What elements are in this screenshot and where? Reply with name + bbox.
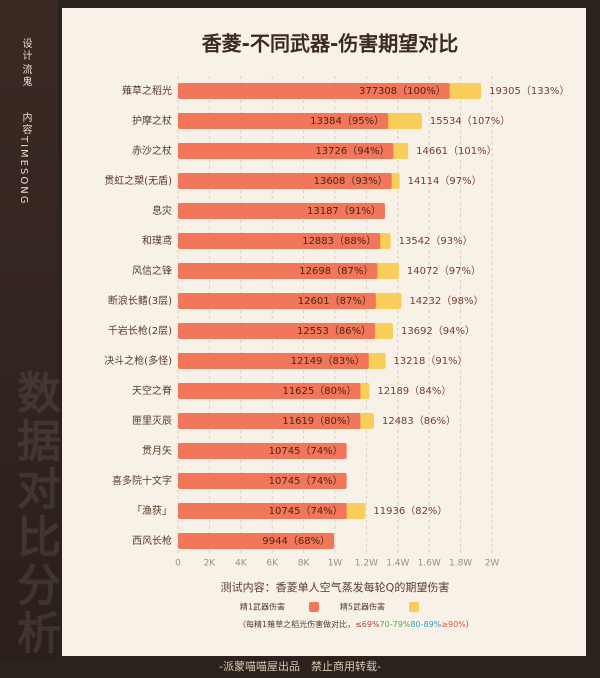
legend-note-part: ≥90% — [441, 620, 466, 629]
x-tick-label: 4K — [235, 559, 248, 569]
y-tick-label: 匣里灭辰 — [132, 415, 172, 427]
bar — [178, 323, 376, 339]
y-tick-label: 息灾 — [152, 204, 172, 217]
bar — [178, 443, 347, 459]
design-label: 设计 — [20, 38, 31, 62]
bar — [178, 413, 361, 429]
value-label: 11936（82%） — [373, 505, 447, 517]
value-label: 14232（98%） — [409, 295, 483, 307]
value-label: 12601（87%） — [298, 295, 372, 307]
value-label: 377308（100%） — [359, 85, 446, 97]
value-label: 10745（74%） — [269, 505, 343, 517]
y-tick-label: 千岩长枪(2层) — [108, 324, 172, 337]
y-tick-label: 天空之脊 — [132, 384, 172, 397]
y-tick-label: 护摩之杖 — [132, 114, 172, 127]
bar — [178, 503, 347, 519]
value-label: 12149（83%） — [291, 355, 365, 367]
bar — [178, 353, 369, 369]
content-label: 内容 — [20, 112, 31, 136]
note: 测试内容：香菱单人空气蒸发每轮Q的期望伤害 — [221, 580, 450, 594]
chart-title: 香菱-不同武器-伤害期望对比 — [202, 32, 459, 56]
x-tick-label: 8K — [298, 559, 311, 569]
value-label: 19305（133%） — [489, 85, 569, 97]
watermark: 数据对比分析 — [9, 370, 60, 658]
legend-label: 精5武器伤害 — [340, 602, 385, 612]
bar — [178, 203, 386, 219]
value-label: 11625（80%） — [282, 385, 356, 397]
legend-note-part: 80-89% — [410, 620, 441, 629]
value-label: 14072（97%） — [407, 265, 481, 277]
value-label: 13692（94%） — [401, 325, 475, 337]
value-label: 13542（93%） — [399, 235, 473, 247]
legend-note: （每精1薙草之稻光伤害做对比，≤69%70-79%80-89%≥90%） — [238, 619, 474, 629]
value-label: 12698（87%） — [299, 265, 373, 277]
value-label: 12483（86%） — [382, 415, 456, 427]
value-label: 14661（101%） — [416, 145, 496, 157]
bar — [178, 473, 347, 489]
x-tick-label: 6K — [266, 559, 279, 569]
bar — [178, 233, 381, 249]
value-label: 13187（91%） — [307, 205, 381, 217]
x-tick-label: 1.6W — [418, 559, 441, 569]
y-tick-label: 薙草之稻光 — [122, 84, 172, 97]
value-label: 10745（74%） — [269, 475, 343, 487]
x-tick-label: 1W — [328, 559, 343, 569]
y-tick-label: 「渔获」 — [132, 505, 172, 517]
x-tick-label: 2K — [204, 559, 217, 569]
x-tick-label: 0 — [175, 559, 181, 569]
value-label: 13218（91%） — [394, 355, 468, 367]
value-label: 14114（97%） — [408, 175, 482, 187]
x-tick-label: 1.8W — [449, 559, 472, 569]
designer: 流鬼 — [20, 64, 31, 88]
bar — [178, 263, 378, 279]
value-label: 12189（84%） — [377, 385, 451, 397]
bar — [178, 83, 450, 99]
y-tick-label: 西风长枪 — [132, 534, 172, 547]
bar — [178, 383, 361, 399]
footer: -派蒙喵喵屋出品 禁止商用转载- — [219, 660, 381, 673]
y-tick-label: 决斗之枪(多怪) — [104, 354, 172, 367]
value-label: 13608（93%） — [314, 175, 388, 187]
author: TIMESONG — [18, 136, 29, 206]
y-tick-label: 断浪长鳍(3层) — [108, 294, 172, 307]
x-tick-label: 1.4W — [386, 559, 409, 569]
y-tick-label: 风信之锋 — [132, 264, 172, 277]
value-label: 13384（95%） — [310, 115, 384, 127]
y-tick-label: 贯虹之槊(无盾) — [104, 174, 172, 187]
legend-label: 精1武器伤害 — [240, 602, 285, 612]
value-label: 12883（88%） — [302, 235, 376, 247]
y-tick-label: 贯月矢 — [142, 444, 172, 457]
bar — [178, 143, 394, 159]
legend-note-part: （每精1薙草之稻光伤害做对比， — [238, 619, 355, 629]
y-tick-label: 赤沙之杖 — [132, 144, 172, 157]
value-label: 15534（107%） — [430, 115, 510, 127]
x-tick-label: 2W — [485, 559, 500, 569]
bar — [178, 173, 392, 189]
value-label: 10745（74%） — [269, 445, 343, 457]
x-tick-label: 1.2W — [355, 559, 378, 569]
sidebar: 设计 流鬼 内容 TIMESONG 数据对比分析 — [0, 0, 60, 660]
value-label: 12553（86%） — [297, 325, 371, 337]
legend-note-part: ） — [466, 620, 474, 629]
bar — [178, 113, 389, 129]
y-tick-label: 和璞鸢 — [142, 234, 172, 247]
legend-swatch — [409, 602, 419, 612]
legend-swatch — [309, 602, 319, 612]
value-label: 11619（80%） — [282, 415, 356, 427]
value-label: 13726（94%） — [315, 145, 389, 157]
bar — [178, 533, 335, 549]
bar — [178, 293, 376, 309]
value-label: 9944（68%） — [262, 535, 330, 547]
legend-note-part: ≤69% — [355, 620, 380, 629]
y-tick-label: 喜多院十文字 — [112, 474, 172, 487]
legend-note-part: 70-79% — [380, 620, 411, 629]
